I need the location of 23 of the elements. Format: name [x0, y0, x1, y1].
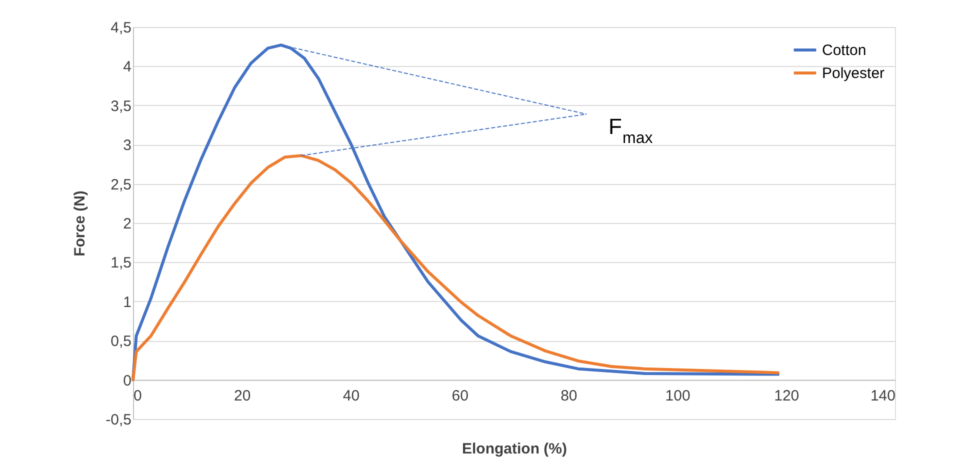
x-tick-label: 80 [560, 387, 578, 404]
y-tick-label: -0,5 [106, 412, 132, 428]
y-tick-label: 3,5 [110, 98, 132, 115]
y-tick-label: 4,5 [110, 20, 132, 36]
x-tick-label: 120 [774, 387, 800, 404]
y-tick-label: 2,5 [110, 176, 132, 194]
legend-label: Cotton [822, 42, 866, 59]
legend-label: Polyester [822, 65, 885, 82]
x-tick-label: 60 [452, 387, 468, 404]
y-tick-label: 3 [123, 137, 132, 154]
y-tick-label: 0,5 [110, 333, 132, 350]
y-axis-title: Force (N) [72, 190, 89, 256]
x-tick-label: 40 [342, 387, 360, 404]
y-tick-label: 4 [123, 58, 132, 76]
x-axis-title: Elongation (%) [462, 440, 567, 458]
line-series [132, 154, 780, 382]
y-tick-label: 0 [123, 372, 132, 390]
x-tick-label: 100 [665, 387, 690, 404]
x-tick-label: 140 [870, 387, 896, 404]
y-tick-label: 2 [123, 216, 132, 232]
y-tick-label: 1,5 [110, 254, 132, 272]
x-tick-label: 20 [234, 387, 251, 404]
y-tick-label: 1 [123, 294, 132, 311]
